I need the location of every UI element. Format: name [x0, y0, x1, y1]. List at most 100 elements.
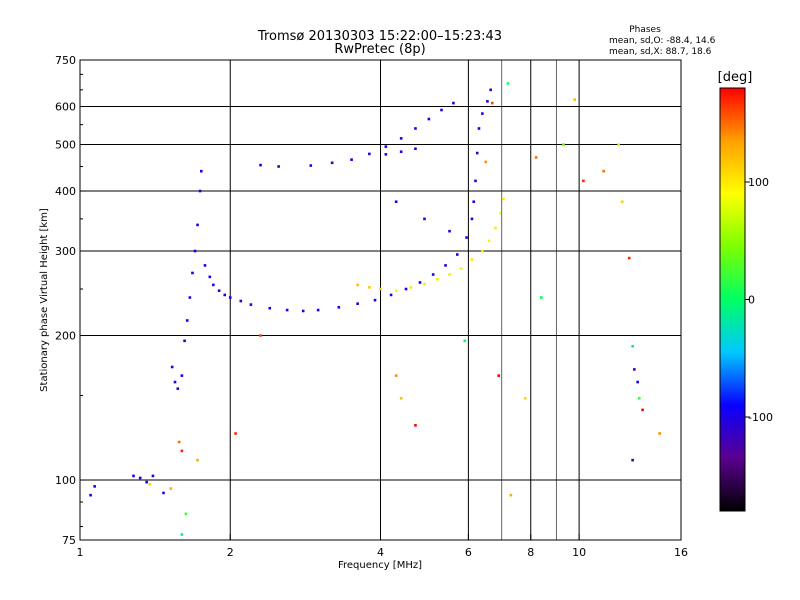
data-point	[423, 282, 426, 286]
data-point	[93, 485, 96, 488]
data-point	[472, 200, 476, 204]
data-point	[620, 200, 624, 204]
y-tick-label: 75	[62, 534, 76, 547]
data-point	[223, 293, 227, 297]
data-point	[368, 152, 371, 156]
data-point	[316, 308, 320, 312]
data-point	[180, 374, 184, 377]
data-point	[132, 474, 135, 478]
phases-heading: Phases	[629, 25, 661, 35]
data-point	[631, 344, 634, 348]
phases-o-line: mean, sd,O: -88.4, 14.6	[609, 36, 716, 46]
data-point	[330, 161, 334, 165]
data-point	[196, 223, 199, 227]
data-point	[465, 236, 468, 239]
data-point	[404, 287, 408, 291]
y-tick-label: 300	[55, 245, 76, 258]
data-point	[399, 397, 403, 400]
colorbar	[719, 87, 746, 512]
data-point	[183, 339, 186, 343]
data-point	[384, 153, 388, 156]
data-point	[217, 289, 221, 292]
colorbar-tick-label: 0	[748, 294, 755, 307]
data-point	[427, 117, 431, 121]
data-point	[200, 169, 203, 173]
x-tick-label: 8	[527, 546, 534, 559]
y-tick-label: 200	[55, 330, 76, 343]
y-tick-label: 400	[55, 185, 76, 198]
x-axis-label: Frequency [MHz]	[338, 560, 422, 571]
y-tick-label: 600	[55, 101, 76, 114]
data-point	[455, 253, 459, 256]
colorbar-ticks-layer: 100 0 -100	[745, 176, 773, 424]
colorbar-label: [deg]	[718, 70, 753, 85]
data-point	[228, 296, 232, 299]
phases-x-line: mean, sd,X: 88.7, 18.6	[609, 47, 712, 57]
data-point	[509, 493, 513, 497]
data-point	[394, 374, 398, 377]
data-point	[394, 200, 398, 204]
data-point	[180, 533, 184, 536]
data-point	[384, 145, 388, 148]
data-point	[212, 283, 215, 287]
data-point	[379, 287, 382, 291]
data-point	[198, 189, 202, 193]
data-point	[389, 293, 393, 297]
data-point	[414, 127, 417, 130]
data-point	[487, 239, 491, 243]
data-point	[474, 179, 477, 183]
colorbar-tick-label: 100	[748, 176, 769, 189]
data-point	[523, 397, 527, 400]
data-point	[193, 249, 197, 253]
data-point	[470, 258, 474, 261]
y-tick-label: 100	[55, 474, 76, 487]
data-point	[373, 298, 377, 302]
data-point	[431, 273, 435, 276]
data-point	[350, 158, 353, 161]
data-point	[148, 482, 152, 486]
data-point	[534, 156, 538, 159]
data-point	[440, 108, 443, 112]
x-tick-label: 2	[227, 546, 234, 559]
data-point	[506, 82, 510, 85]
data-point	[636, 380, 639, 384]
data-point	[185, 319, 189, 322]
data-point	[337, 306, 341, 309]
data-point	[494, 226, 497, 230]
data-point	[309, 164, 313, 167]
data-point	[259, 334, 262, 337]
axis-ticks-layer: 1 2 4 6 8 10 16 75 100 200 300 400 500 600 750	[55, 54, 688, 559]
data-point	[145, 480, 148, 484]
data-point	[582, 179, 585, 183]
data-point	[414, 147, 417, 151]
data-point	[162, 491, 165, 495]
x-tick-label: 10	[572, 546, 586, 559]
data-point	[423, 217, 426, 221]
data-point	[486, 100, 489, 103]
data-point	[368, 286, 371, 289]
data-point	[448, 229, 451, 233]
data-point	[394, 289, 398, 292]
data-point	[239, 299, 243, 303]
data-point	[234, 432, 237, 435]
data-point	[497, 374, 500, 377]
data-point	[188, 296, 192, 299]
data-point	[477, 127, 481, 130]
data-point	[436, 277, 439, 281]
data-point	[169, 487, 173, 490]
x-tick-label: 1	[77, 546, 84, 559]
data-point	[475, 151, 479, 155]
data-point	[448, 273, 451, 276]
data-point	[631, 458, 634, 462]
colorbar-tick-label: -100	[748, 411, 773, 424]
data-point	[184, 512, 188, 516]
data-point	[489, 88, 492, 92]
data-point	[633, 368, 636, 371]
data-point	[602, 169, 605, 173]
data-point	[484, 160, 488, 164]
data-point	[138, 476, 142, 480]
data-point	[285, 308, 289, 312]
data-point	[444, 264, 447, 267]
data-point	[638, 397, 641, 400]
